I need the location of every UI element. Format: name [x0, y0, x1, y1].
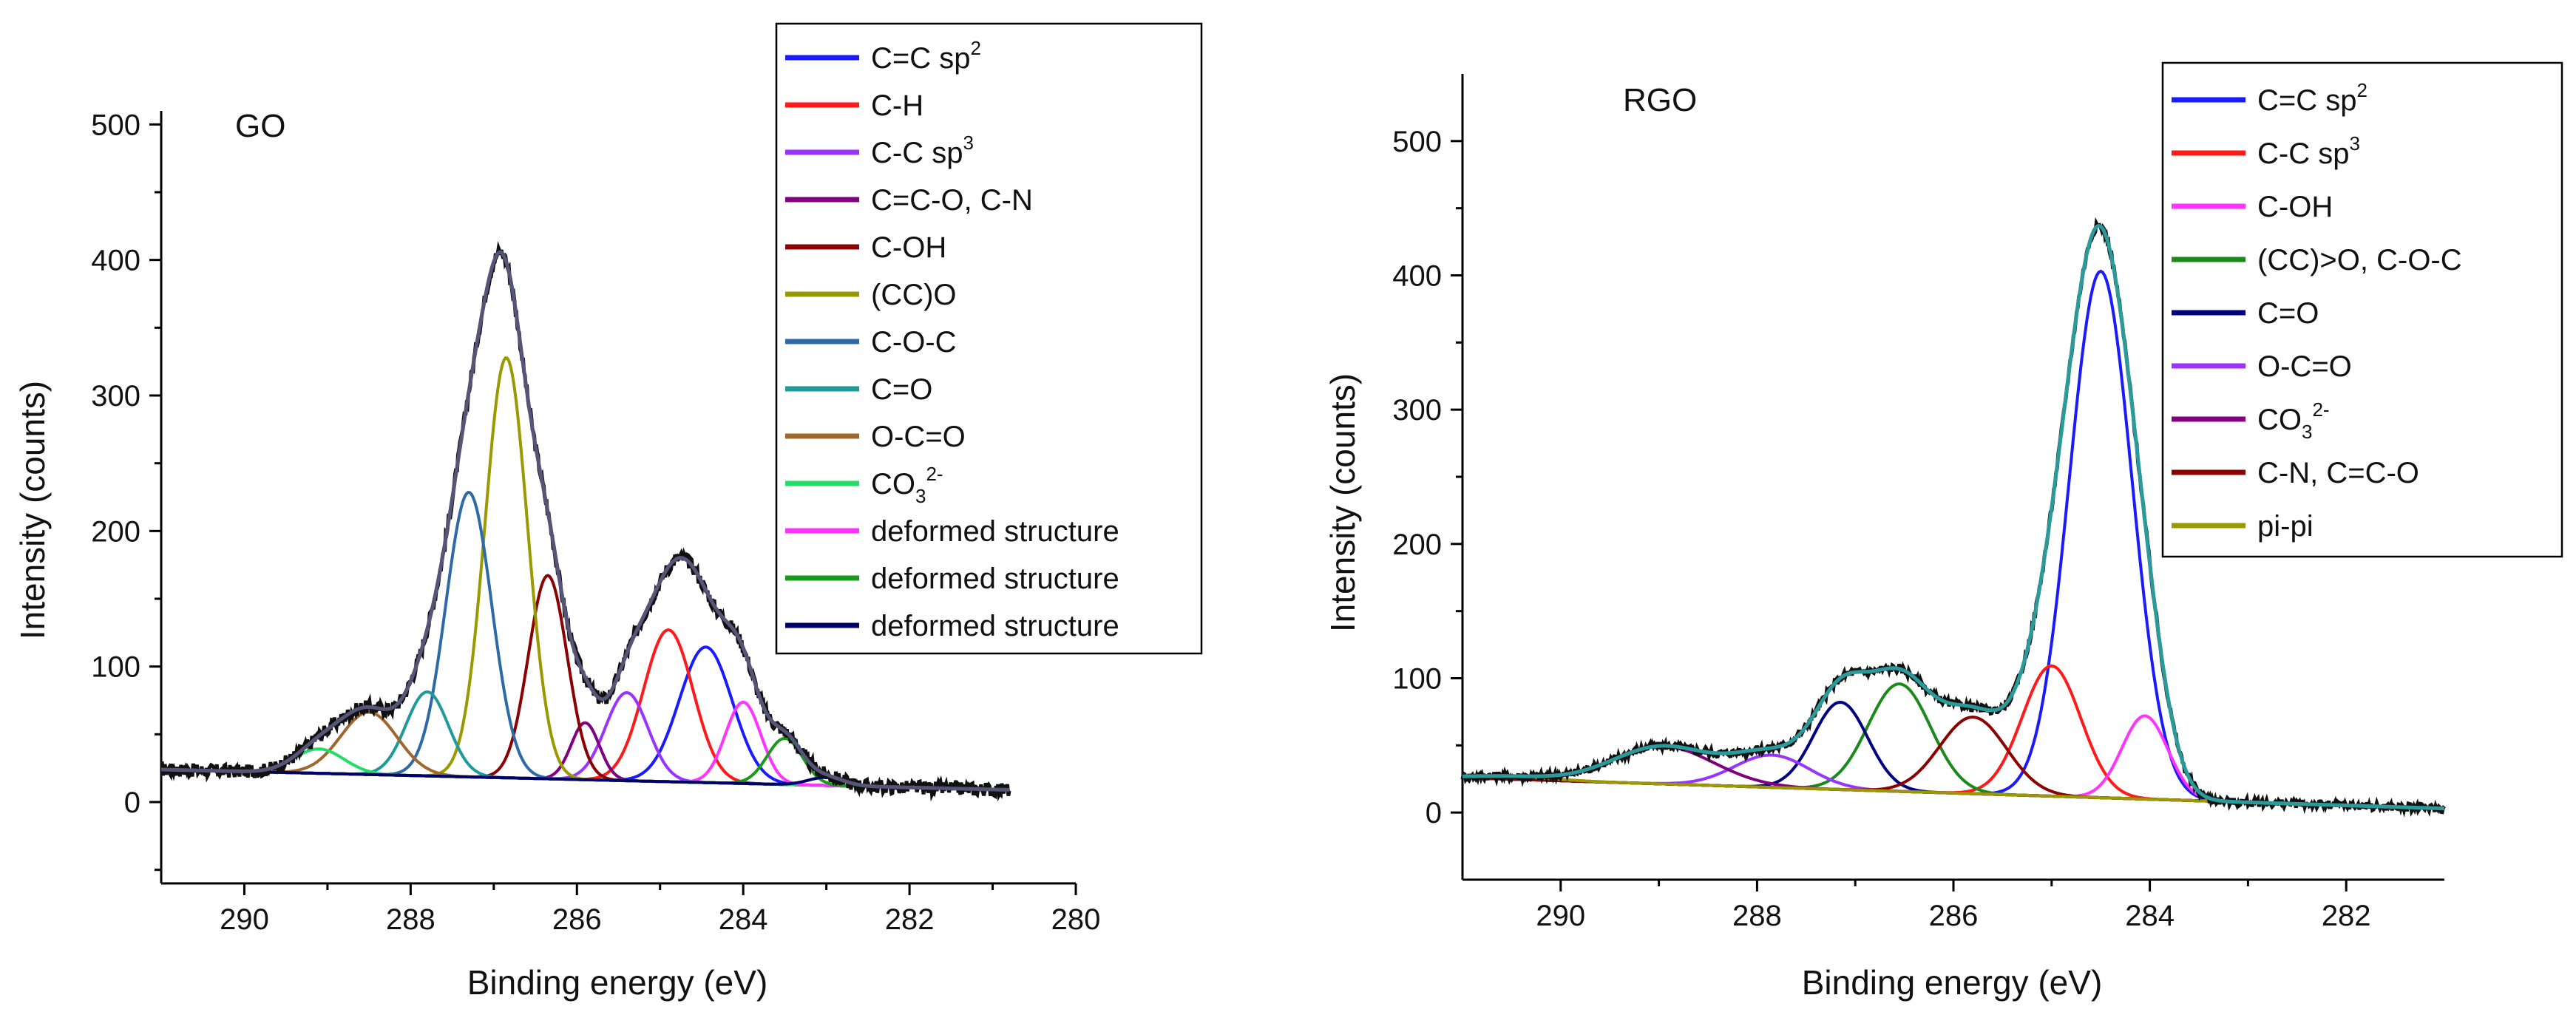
rgo-x-tick-label: 282: [2322, 900, 2371, 932]
go-legend-label-8: O-C=O: [871, 421, 966, 453]
go-chart-panel: GO Intensity (counts) Binding energy (eV…: [13, 22, 1203, 1002]
rgo-plot-area: [1460, 217, 2446, 818]
rgo-x-tick-label: 288: [1732, 900, 1782, 932]
rgo-y-tick-label: 500: [1392, 126, 1442, 158]
rgo-legend-label-1: C-C sp3: [2257, 132, 2360, 170]
rgo-legend-label-4: C=O: [2257, 297, 2319, 330]
go-panel-title: GO: [235, 108, 285, 144]
go-legend-label-7: C=O: [871, 373, 932, 406]
go-x-axis-label: Binding energy (eV): [467, 963, 768, 1002]
rgo-legend: C=C sp2 C-C sp3 C-OH (CC)>O, C-O-C C=O O-C=O C…: [2161, 61, 2563, 558]
go-x-tick-label: 288: [386, 903, 435, 936]
rgo-x-tick-label: 286: [1929, 900, 1979, 932]
rgo-legend-label-0: C=C sp2: [2257, 79, 2367, 117]
rgo-x-tick-label: 290: [1536, 900, 1585, 932]
rgo-legend-label-7: C-N, C=C-O: [2257, 457, 2419, 489]
rgo-y-tick-label: 100: [1392, 663, 1442, 696]
go-legend-label-1: C-H: [871, 89, 923, 122]
rgo-legend-label-5: O-C=O: [2257, 350, 2352, 383]
rgo-chart-panel: RGO Intensity (counts) Binding energy (e…: [1323, 61, 2563, 1002]
rgo-legend-label-2: C-OH: [2257, 191, 2333, 223]
go-legend-label-5: (CC)O: [871, 279, 957, 311]
go-legend-label-0: C=C sp2: [871, 37, 981, 75]
rgo-y-tick-label: 300: [1392, 394, 1442, 427]
go-legend-label-6: C-O-C: [871, 326, 957, 359]
go-y-tick-label: 500: [91, 109, 140, 141]
go-legend-label-11: deformed structure: [871, 563, 1119, 595]
rgo-x-tick-label: 284: [2125, 900, 2175, 932]
go-x-tick-label: 280: [1051, 903, 1101, 936]
go-legend: C=C sp2 C-H C-C sp3 C=C-O, C-N C-OH (CC)O C-O-…: [775, 22, 1203, 655]
go-x-tick-label: 290: [220, 903, 269, 936]
go-legend-box: [775, 22, 1203, 655]
go-x-tick-label: 282: [885, 903, 935, 936]
rgo-y-tick-label: 0: [1426, 797, 1442, 829]
rgo-legend-label-3: (CC)>O, C-O-C: [2257, 244, 2462, 276]
go-fit-envelope: [161, 250, 1009, 792]
go-legend-label-10: deformed structure: [871, 515, 1119, 548]
go-legend-label-3: C=C-O, C-N: [871, 184, 1033, 217]
go-legend-label-12: deformed structure: [871, 610, 1119, 642]
go-y-tick-label: 200: [91, 515, 140, 548]
go-y-tick-label: 300: [91, 380, 140, 412]
go-y-axis-label: Intensity (counts): [13, 381, 52, 639]
rgo-panel-title: RGO: [1623, 82, 1697, 118]
rgo-x-axis-label: Binding energy (eV): [1802, 963, 2103, 1002]
rgo-y-tick-label: 400: [1392, 260, 1442, 293]
go-legend-label-4: C-OH: [871, 231, 946, 264]
go-y-tick-label: 400: [91, 245, 140, 277]
rgo-legend-label-8: pi-pi: [2257, 510, 2314, 543]
go-axes: 0 100 200 300 400 500 290 288 286 284 282 280: [91, 109, 1100, 936]
go-plot-area: [160, 240, 1011, 802]
rgo-axes: 0 100 200 300 400 500 290 288 286 284 282: [1392, 74, 2444, 932]
go-legend-label-2: C-C sp3: [871, 132, 974, 169]
rgo-y-tick-label: 200: [1392, 529, 1442, 561]
rgo-fit-envelope: [1462, 223, 2444, 811]
go-y-tick-label: 100: [91, 651, 140, 684]
rgo-y-axis-label: Intensity (counts): [1323, 373, 1362, 632]
go-x-tick-label: 284: [719, 903, 768, 936]
go-y-tick-label: 0: [124, 787, 140, 819]
go-x-tick-label: 286: [552, 903, 602, 936]
